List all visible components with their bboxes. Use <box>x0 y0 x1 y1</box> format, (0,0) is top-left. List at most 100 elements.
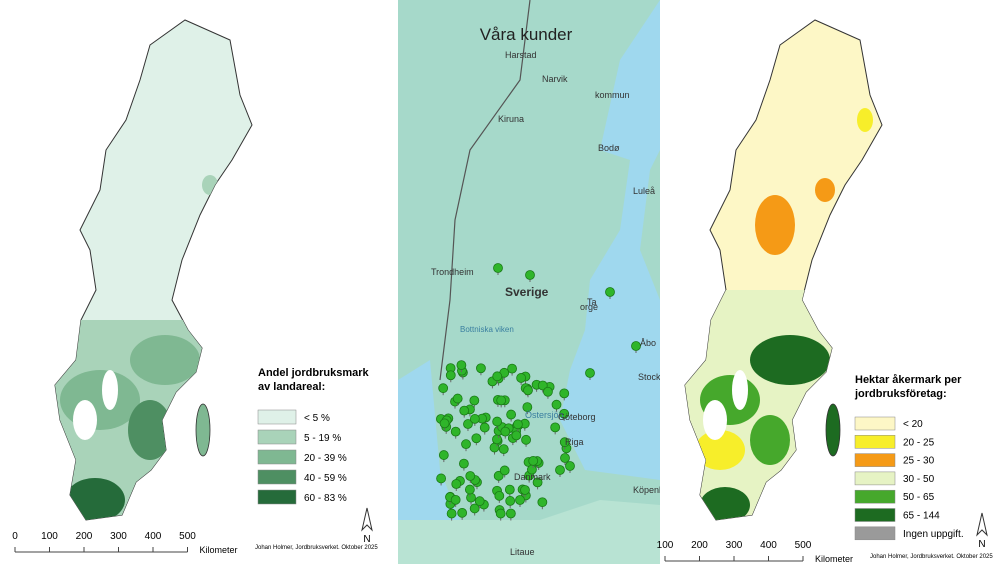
pin <box>585 368 595 378</box>
pin <box>499 465 510 476</box>
pin <box>469 395 480 406</box>
pin <box>559 437 570 448</box>
place-labels: Harstad Narvik kommun Kiruna Bodø Luleå Trondh… <box>431 50 680 557</box>
place-label: Bottniska viken <box>460 325 514 334</box>
pin <box>459 458 469 469</box>
scale-label: 400 <box>760 540 777 551</box>
pin <box>438 450 449 460</box>
legend: Andel jordbruksmark av landareal: < 5 % 5 -… <box>257 367 370 505</box>
scale-label: 200 <box>691 540 708 551</box>
pin <box>551 399 562 410</box>
legend-label: 60 - 83 % <box>304 493 347 504</box>
scale-label: 500 <box>795 540 812 551</box>
pin <box>463 419 473 429</box>
right-map: Hektar åkermark per jordbruksföretag: < 20… <box>657 19 993 564</box>
legend-swatch <box>854 471 896 486</box>
pin <box>493 263 503 273</box>
scale-label: 300 <box>726 540 743 551</box>
legend-swatch <box>854 453 896 467</box>
legend-title: Hektar åkermark per <box>855 374 962 386</box>
place-label: Sverige <box>505 285 549 299</box>
legend-label: 20 - 39 % <box>304 453 347 464</box>
pin <box>537 380 548 391</box>
pin <box>492 371 503 382</box>
credit: Johan Holmer, Jordbruksverket. Oktober 2… <box>255 545 378 551</box>
pin <box>479 422 490 433</box>
pin <box>560 453 570 463</box>
legend-label: 5 - 19 % <box>304 433 341 444</box>
pin <box>555 465 565 475</box>
border <box>439 0 531 381</box>
pin <box>492 416 503 427</box>
place-label: Riga <box>565 437 584 447</box>
pin <box>493 470 504 481</box>
legend-swatch <box>854 508 896 522</box>
legend-label: 50 - 65 <box>903 492 935 503</box>
pin <box>537 497 548 508</box>
pin <box>500 426 511 437</box>
north-label: N <box>363 534 370 545</box>
pin <box>492 434 502 445</box>
pin <box>457 507 468 518</box>
scale-label: 200 <box>76 531 93 542</box>
legend-title: Andel jordbruksmark <box>258 367 370 379</box>
pin <box>505 508 516 519</box>
legend-label: Ingen uppgift. <box>903 529 964 540</box>
place-label: Luleå <box>633 186 655 196</box>
pin <box>439 418 450 429</box>
legend-label: 20 - 25 <box>903 437 935 448</box>
legend-swatch <box>257 489 297 505</box>
legend-title: av landareal: <box>258 381 325 393</box>
place-label: Trondheim <box>431 267 474 277</box>
place-label: Östersjön <box>525 410 564 420</box>
place-label: Litaue <box>510 547 535 557</box>
place-label: Harstad <box>505 50 537 60</box>
pin <box>525 270 535 280</box>
scale-label: 300 <box>110 531 127 542</box>
pin <box>543 386 553 397</box>
legend-swatch <box>257 409 297 425</box>
scale-unit: Kilometer <box>815 554 853 564</box>
pin <box>565 461 575 471</box>
sea <box>398 360 460 530</box>
pin <box>522 402 533 413</box>
pin <box>605 287 615 297</box>
pin <box>450 426 461 437</box>
left-map: Andel jordbruksmark av landareal: < 5 % 5 -… <box>12 19 378 555</box>
pin <box>532 477 543 488</box>
scale-label: 400 <box>145 531 162 542</box>
map-title: Våra kunder <box>480 25 573 44</box>
pin <box>461 439 471 450</box>
pin <box>469 414 480 424</box>
pin <box>495 508 506 519</box>
legend: Hektar åkermark per jordbruksföretag: < 20… <box>854 374 964 541</box>
scale-label: 500 <box>179 531 196 542</box>
pin <box>520 485 530 495</box>
legend-swatch <box>257 449 297 465</box>
pin <box>506 409 517 420</box>
scale-label: 0 <box>12 531 18 542</box>
pin <box>559 408 570 419</box>
pin <box>474 496 485 507</box>
legend-label: < 20 <box>903 419 923 430</box>
legend-label: 25 - 30 <box>903 456 935 467</box>
place-label: Stockholm <box>638 372 680 382</box>
pin <box>505 496 516 506</box>
pin <box>465 471 476 481</box>
pin <box>550 422 561 433</box>
middle-map: Våra kunder Harstad Narvik kommun Kiruna Bod… <box>398 0 680 564</box>
legend-label: 30 - 50 <box>903 474 935 485</box>
north-label: N <box>978 539 985 550</box>
land <box>398 500 660 564</box>
legend-swatch <box>854 435 896 449</box>
place-label: Danmark <box>514 472 551 482</box>
pin <box>512 419 523 430</box>
pin <box>511 430 522 441</box>
customer-pins <box>436 263 641 521</box>
legend-title: jordbruksföretag: <box>854 388 947 400</box>
place-label: orge <box>580 302 598 312</box>
pin <box>451 479 462 489</box>
pin <box>516 373 527 383</box>
pin <box>504 484 515 495</box>
